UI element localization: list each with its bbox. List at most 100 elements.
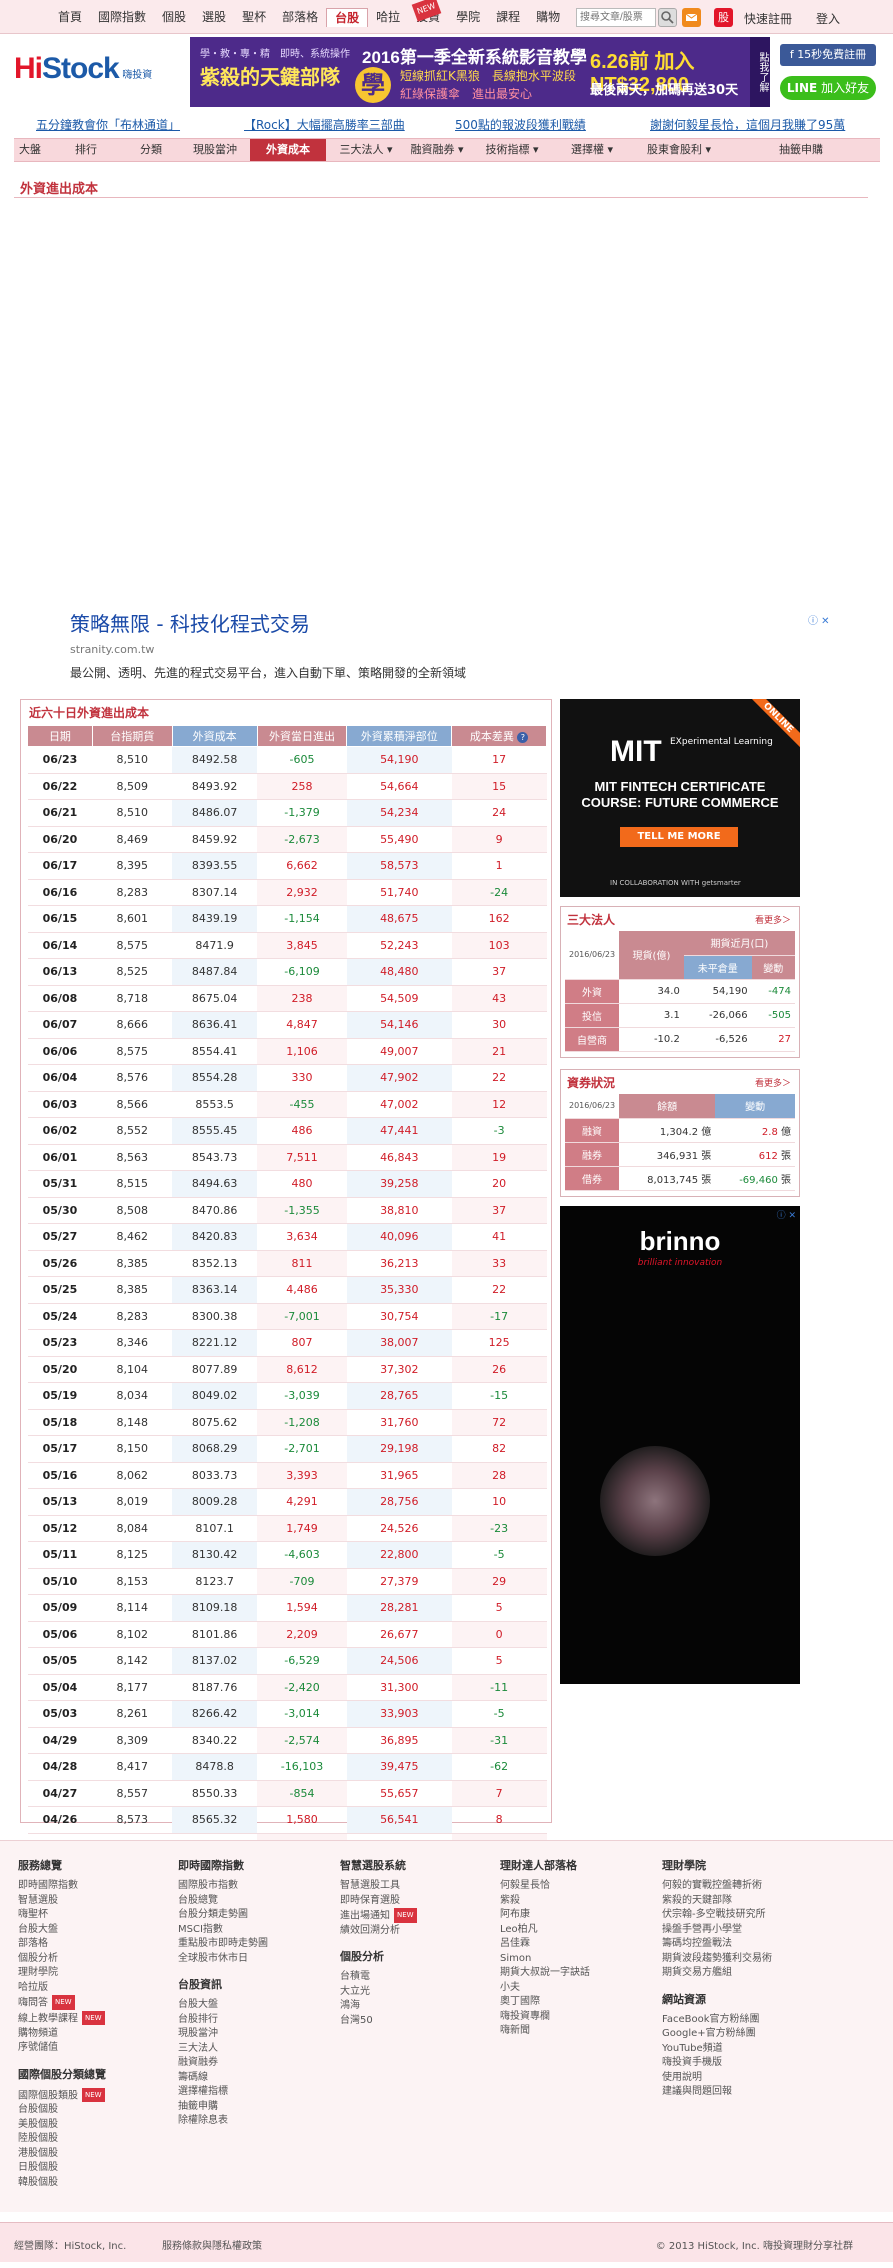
news-link-2[interactable]: 【Rock】大幅擺高勝率三部曲 bbox=[244, 118, 405, 132]
topnav-item-8[interactable]: 投資NEW bbox=[408, 0, 448, 27]
stock-icon[interactable]: 股 bbox=[714, 8, 733, 27]
footer-link[interactable]: 台積電 bbox=[340, 1971, 370, 1983]
footer-link[interactable]: 國際個股類股 bbox=[18, 2089, 78, 2101]
footer-link[interactable]: 陸股個股 bbox=[18, 2133, 58, 2145]
news-link-4[interactable]: 謝謝何毅星長恰，這個月我賺了95萬 bbox=[650, 118, 846, 132]
footer-link[interactable]: 嗨問答 bbox=[18, 1997, 48, 2009]
news-link-3[interactable]: 500點的報波段獲利戰績 bbox=[455, 118, 586, 132]
footer-link[interactable]: 港股個股 bbox=[18, 2147, 58, 2159]
footer-link[interactable]: 智慧選股 bbox=[18, 1894, 58, 1906]
footer-link[interactable]: 使用說明 bbox=[662, 2071, 702, 2083]
site-logo[interactable]: HiStock 嗨投資 bbox=[14, 52, 164, 102]
ad2-close-icon[interactable]: ⓘ ✕ bbox=[776, 1211, 796, 1221]
footer-link[interactable]: 台股個股 bbox=[18, 2104, 58, 2116]
footer-link[interactable]: 智慧選股工具 bbox=[340, 1880, 400, 1891]
topnav-item-1[interactable]: 國際指數 bbox=[98, 10, 147, 24]
mainnav-item-9[interactable]: 股東會股利 ▾ bbox=[646, 143, 712, 156]
terms-link[interactable]: 服務條款與隱私權政策 bbox=[162, 2241, 262, 2252]
topnav-item-11[interactable]: 購物 bbox=[536, 10, 561, 24]
topnav-item-7[interactable]: 哈拉 bbox=[376, 10, 401, 24]
footer-link[interactable]: 台股大盤 bbox=[178, 1999, 218, 2010]
quick-register-link[interactable]: 快速註冊 bbox=[744, 12, 793, 26]
footer-link[interactable]: 國際股市指數 bbox=[178, 1880, 238, 1891]
news-link-1[interactable]: 五分鐘教會你「布林通道」 bbox=[36, 118, 181, 132]
footer-link[interactable]: 阿布康 bbox=[500, 1909, 530, 1920]
footer-link[interactable]: MSCI指數 bbox=[178, 1923, 223, 1935]
mainnav-item-2[interactable]: 分類 bbox=[140, 143, 162, 156]
footer-link[interactable]: 嗨新聞 bbox=[500, 2025, 530, 2036]
message-icon[interactable] bbox=[682, 8, 701, 27]
topnav-item-2[interactable]: 個股 bbox=[162, 10, 187, 24]
help-icon[interactable]: ? bbox=[517, 732, 529, 743]
footer-link[interactable]: 建議與問題回報 bbox=[662, 2086, 732, 2097]
topnav-item-9[interactable]: 學院 bbox=[456, 10, 481, 24]
topnav-item-5[interactable]: 部落格 bbox=[282, 10, 319, 24]
tell-me-more-button[interactable]: TELL ME MORE bbox=[620, 827, 738, 847]
footer-link[interactable]: 理財學院 bbox=[18, 1967, 58, 1978]
footer-link[interactable]: 籌碼均控盤戰法 bbox=[662, 1938, 732, 1949]
mit-fintech-ad[interactable]: ONLINE MIT EXperimental Learning MIT FIN… bbox=[560, 699, 800, 897]
footer-link[interactable]: 何毅星長恰 bbox=[500, 1880, 550, 1891]
footer-link[interactable]: 期貨大叔說一字訣話 bbox=[500, 1967, 590, 1978]
line-add-friend-button[interactable]: LINE 加入好友 bbox=[780, 76, 876, 100]
search-icon[interactable] bbox=[658, 8, 677, 27]
footer-link[interactable]: 選擇權指標 bbox=[178, 2086, 228, 2097]
footer-link[interactable]: 台股分類走勢圖 bbox=[178, 1909, 248, 1920]
brinno-ad[interactable]: ⓘ ✕ brinno brilliant innovation bbox=[560, 1206, 800, 1684]
footer-link[interactable]: 部落格 bbox=[18, 1938, 48, 1949]
mainnav-item-10[interactable]: 抽籤申購 bbox=[779, 143, 823, 156]
topnav-item-4[interactable]: 聖杯 bbox=[242, 10, 267, 24]
footer-link[interactable]: 何毅的實戰控盤轉折術 bbox=[662, 1880, 762, 1891]
footer-link[interactable]: 伏宗翰-多空戰技研究所 bbox=[662, 1909, 766, 1920]
text-ad[interactable]: 策略無限 - 科技化程式交易 stranity.com.tw 最公開、透明、先進… bbox=[70, 608, 830, 681]
footer-link[interactable]: 全球股市休市日 bbox=[178, 1952, 248, 1964]
search-input[interactable] bbox=[576, 8, 656, 27]
footer-link[interactable]: 大立光 bbox=[340, 1985, 370, 1997]
footer-link[interactable]: 籌碼線 bbox=[178, 2071, 208, 2083]
footer-link[interactable]: 期貨交易方艦組 bbox=[662, 1967, 732, 1978]
footer-link[interactable]: Google+官方粉絲團 bbox=[662, 2028, 756, 2039]
footer-link[interactable]: YouTube頻道 bbox=[662, 2042, 723, 2054]
mainnav-item-8[interactable]: 選擇權 ▾ bbox=[570, 143, 614, 156]
ad-title[interactable]: 策略無限 - 科技化程式交易 bbox=[70, 612, 310, 636]
footer-link[interactable]: 即時國際指數 bbox=[18, 1880, 78, 1891]
footer-link[interactable]: 嗨聖杯 bbox=[18, 1909, 48, 1920]
footer-link[interactable]: 美股個股 bbox=[18, 2118, 58, 2130]
footer-link[interactable]: 即時保育選股 bbox=[340, 1894, 400, 1906]
mainnav-item-3[interactable]: 現股當沖 bbox=[193, 143, 237, 156]
inst-more-link[interactable]: 看更多＞ bbox=[754, 916, 791, 926]
top-banner-ad[interactable]: 學・教・專・精 即時、系統操作 紫殺的天鍵部隊 2016第一季全新系統影音教學 … bbox=[190, 37, 770, 107]
footer-link[interactable]: 抽籤申購 bbox=[178, 2100, 218, 2112]
footer-link[interactable]: 嗨投資專欄 bbox=[500, 2010, 550, 2022]
mainnav-item-1[interactable]: 排行 bbox=[75, 143, 97, 156]
mainnav-item-5[interactable]: 三大法人 ▾ bbox=[339, 143, 393, 156]
footer-link[interactable]: 個股分析 bbox=[18, 1952, 58, 1964]
footer-link[interactable]: 呂佳霖 bbox=[500, 1938, 530, 1949]
footer-link[interactable]: Leo柏凡 bbox=[500, 1923, 538, 1935]
footer-link[interactable]: 哈拉版 bbox=[18, 1981, 48, 1993]
footer-link[interactable]: 線上教學課程 bbox=[18, 2013, 78, 2024]
topnav-item-10[interactable]: 課程 bbox=[496, 10, 521, 24]
footer-link[interactable]: Simon bbox=[500, 1952, 532, 1964]
margin-more-link[interactable]: 看更多＞ bbox=[754, 1079, 791, 1089]
ad-close-icon[interactable]: ⓘ ✕ bbox=[808, 616, 830, 627]
footer-link[interactable]: 韓股個股 bbox=[18, 2176, 58, 2188]
topnav-item-3[interactable]: 選股 bbox=[202, 10, 227, 24]
footer-link[interactable]: 操盤手營再小學堂 bbox=[662, 1923, 742, 1935]
footer-link[interactable]: 現股當沖 bbox=[178, 2028, 218, 2039]
footer-link[interactable]: 嗨投資手機版 bbox=[662, 2057, 722, 2068]
footer-link[interactable]: 序號儲值 bbox=[18, 2042, 58, 2053]
banner-side-tab[interactable]: 點我了解 bbox=[750, 37, 770, 107]
topnav-item-0[interactable]: 首頁 bbox=[58, 10, 83, 24]
footer-link[interactable]: 鴻海 bbox=[340, 2000, 360, 2012]
footer-link[interactable]: 台灣50 bbox=[340, 2014, 373, 2026]
topnav-item-6[interactable]: 台股 bbox=[326, 8, 369, 27]
footer-link[interactable]: 奧丁國際 bbox=[500, 1996, 540, 2007]
footer-link[interactable]: 期貨波段趨勢獲利交易術 bbox=[662, 1952, 772, 1964]
facebook-register-button[interactable]: f 15秒免費註冊 bbox=[780, 44, 876, 66]
footer-link[interactable]: 進出場通知 bbox=[340, 1910, 390, 1922]
mainnav-item-4[interactable]: 外資成本 bbox=[250, 139, 326, 161]
footer-link[interactable]: 紫殺的天鍵部隊 bbox=[662, 1894, 732, 1906]
login-link[interactable]: 登入 bbox=[816, 12, 841, 26]
footer-link[interactable]: 紫殺 bbox=[500, 1894, 520, 1906]
